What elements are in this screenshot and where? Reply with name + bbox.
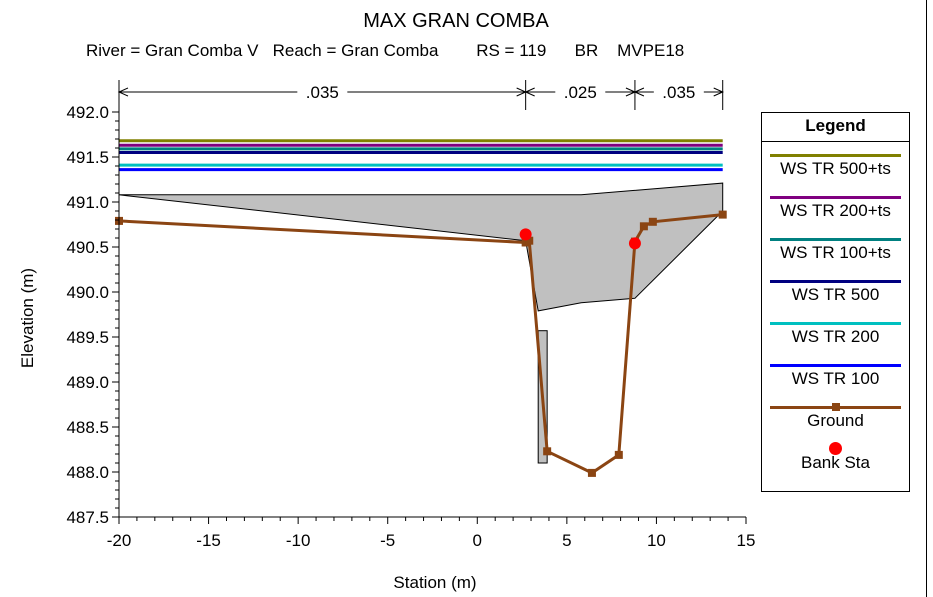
chart-title: MAX GRAN COMBA (363, 10, 549, 32)
legend-label: WS TR 100 (791, 369, 880, 388)
x-axis-label: Station (m) (393, 573, 476, 592)
x-tick-label: 15 (737, 531, 756, 550)
y-tick-label: 487.5 (66, 508, 109, 527)
x-tick-label: 0 (473, 531, 482, 550)
ground-point (639, 222, 648, 231)
x-tick-label: -5 (380, 531, 395, 550)
legend-label: WS TR 500 (791, 285, 880, 304)
mannings-arrowhead (713, 87, 724, 97)
x-tick-label: 5 (562, 531, 571, 550)
y-tick-label: 488.5 (66, 418, 109, 437)
y-axis-label: Elevation (m) (18, 268, 37, 368)
mannings-arrowhead (117, 87, 129, 97)
y-tick-label: 491.0 (66, 193, 109, 212)
legend-entry: WS TR 500+ts (762, 142, 909, 184)
y-tick-label: 490.5 (66, 238, 109, 257)
ground-point (614, 450, 623, 459)
x-tick-label: -20 (107, 531, 132, 550)
ground-point (543, 447, 552, 456)
x-tick-label: 10 (647, 531, 666, 550)
y-tick-label: 488.0 (66, 463, 109, 482)
legend-entry: WS TR 200+ts (762, 184, 909, 226)
ground-point (525, 236, 534, 245)
legend-entry: WS TR 100 (762, 352, 909, 394)
window-edge (926, 0, 927, 597)
y-tick-label: 492.0 (66, 103, 109, 122)
x-tick-label: -15 (196, 531, 221, 550)
mannings-n-label: .035 (306, 83, 339, 102)
ground-point (648, 217, 657, 226)
legend: Legend WS TR 500+ts WS TR 200+ts WS TR 100… (761, 112, 910, 492)
mannings-n-label: .025 (564, 83, 597, 102)
y-tick-label: 489.0 (66, 373, 109, 392)
legend-label: WS TR 200+ts (780, 201, 891, 220)
legend-title: Legend (762, 113, 909, 142)
y-tick-label: 491.5 (66, 148, 109, 167)
legend-swatch (770, 154, 901, 157)
legend-marker-icon (831, 403, 840, 411)
mannings-arrowhead (524, 87, 535, 97)
legend-entry: Bank Sta (762, 436, 909, 478)
bank-station-point (519, 228, 532, 241)
legend-swatch (770, 364, 901, 367)
y-tick-label: 490.0 (66, 283, 109, 302)
x-tick-label: -10 (286, 531, 311, 550)
legend-label: Ground (807, 411, 864, 430)
legend-entry: Ground (762, 394, 909, 436)
y-tick-label: 489.5 (66, 328, 109, 347)
legend-label: Bank Sta (801, 453, 870, 472)
legend-swatch (770, 322, 901, 325)
bank-station-point (628, 237, 641, 250)
legend-swatch (770, 238, 901, 241)
ground-point (587, 468, 596, 477)
legend-label: WS TR 200 (791, 327, 880, 346)
legend-swatch (770, 280, 901, 283)
legend-label: WS TR 500+ts (780, 159, 891, 178)
legend-label: WS TR 100+ts (780, 243, 891, 262)
legend-marker-icon (829, 442, 842, 455)
chart-subtitle: River = Gran Comba V Reach = Gran Comba … (86, 41, 684, 60)
legend-entry: WS TR 200 (762, 310, 909, 352)
ground-point (718, 210, 727, 219)
legend-swatch (770, 196, 901, 199)
mannings-arrowhead (633, 87, 645, 97)
legend-entry: WS TR 100+ts (762, 226, 909, 268)
mannings-n-label: .035 (662, 83, 695, 102)
legend-entry: WS TR 500 (762, 268, 909, 310)
